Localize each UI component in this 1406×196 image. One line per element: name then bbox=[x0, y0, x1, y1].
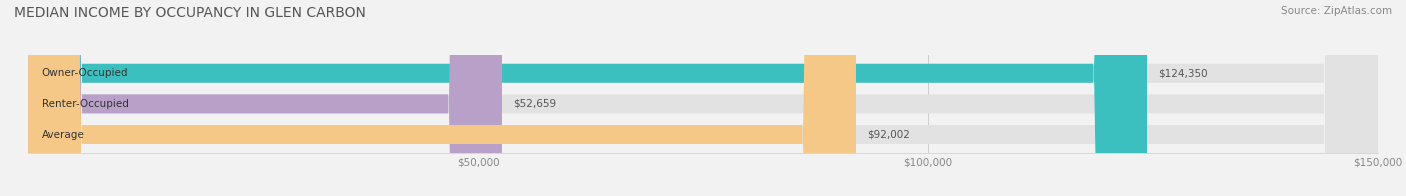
Text: $52,659: $52,659 bbox=[513, 99, 555, 109]
FancyBboxPatch shape bbox=[28, 0, 1378, 196]
FancyBboxPatch shape bbox=[28, 0, 502, 196]
Text: $92,002: $92,002 bbox=[866, 130, 910, 140]
FancyBboxPatch shape bbox=[28, 0, 1378, 196]
Text: $124,350: $124,350 bbox=[1159, 68, 1208, 78]
Text: Average: Average bbox=[42, 130, 84, 140]
Text: Renter-Occupied: Renter-Occupied bbox=[42, 99, 128, 109]
Text: MEDIAN INCOME BY OCCUPANCY IN GLEN CARBON: MEDIAN INCOME BY OCCUPANCY IN GLEN CARBO… bbox=[14, 6, 366, 20]
Text: Source: ZipAtlas.com: Source: ZipAtlas.com bbox=[1281, 6, 1392, 16]
FancyBboxPatch shape bbox=[28, 0, 856, 196]
Text: Owner-Occupied: Owner-Occupied bbox=[42, 68, 128, 78]
FancyBboxPatch shape bbox=[28, 0, 1378, 196]
FancyBboxPatch shape bbox=[28, 0, 1147, 196]
